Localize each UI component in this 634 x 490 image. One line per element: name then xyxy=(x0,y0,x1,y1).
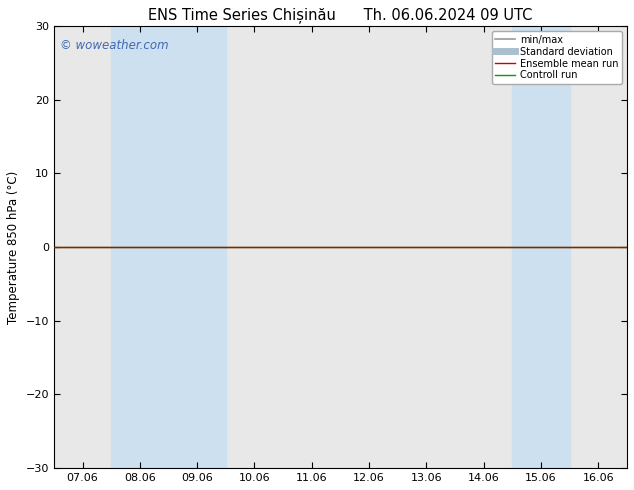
Bar xyxy=(512,26,570,468)
Legend: min/max, Standard deviation, Ensemble mean run, Controll run: min/max, Standard deviation, Ensemble me… xyxy=(491,31,622,84)
Bar xyxy=(111,26,226,468)
Text: © woweather.com: © woweather.com xyxy=(60,39,168,52)
Y-axis label: Temperature 850 hPa (°C): Temperature 850 hPa (°C) xyxy=(7,171,20,324)
Title: ENS Time Series Chișinău      Th. 06.06.2024 09 UTC: ENS Time Series Chișinău Th. 06.06.2024 … xyxy=(148,7,533,23)
